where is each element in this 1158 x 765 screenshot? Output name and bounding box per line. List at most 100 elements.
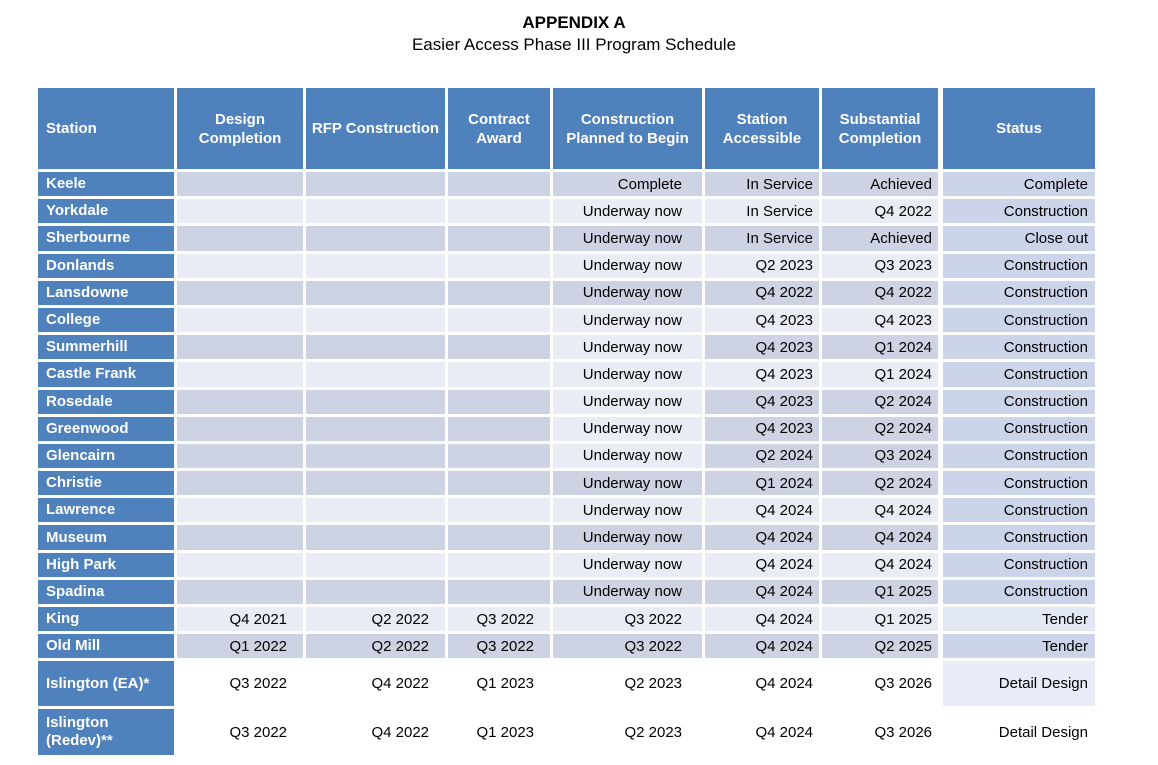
cell-contract	[448, 498, 550, 523]
station-name-cell: Keele	[38, 172, 174, 197]
cell-contract: Q3 2022	[448, 607, 550, 632]
cell-accessible: Q4 2022	[705, 280, 819, 305]
table-row: Islington (EA)* Q3 2022 Q4 2022 Q1 2023 Q2 2…	[38, 661, 1100, 707]
cell-status: Construction	[943, 280, 1095, 305]
cell-substantial: Q2 2025	[822, 634, 938, 659]
cell-planned: Underway now	[553, 280, 702, 305]
column-header-construction-planned: Construction Planned to Begin	[553, 88, 702, 169]
cell-status: Construction	[943, 579, 1095, 604]
title-block: APPENDIX A Easier Access Phase III Progr…	[0, 12, 1148, 56]
cell-contract	[448, 471, 550, 496]
cell-rfp: Q4 2022	[306, 661, 445, 707]
station-name-cell: Christie	[38, 471, 174, 496]
cell-substantial: Q4 2024	[822, 525, 938, 550]
cell-contract	[448, 443, 550, 469]
cell-rfp	[306, 199, 445, 224]
column-header-station: Station	[38, 88, 174, 169]
cell-contract	[448, 253, 550, 278]
cell-planned: Underway now	[553, 552, 702, 577]
cell-rfp	[306, 552, 445, 577]
cell-design: Q3 2022	[177, 709, 303, 756]
cell-planned: Q2 2023	[553, 661, 702, 707]
cell-contract	[448, 416, 550, 441]
cell-accessible: Q4 2024	[705, 579, 819, 604]
cell-status: Tender	[943, 634, 1095, 659]
cell-substantial: Q3 2024	[822, 443, 938, 469]
cell-substantial: Q3 2026	[822, 661, 938, 707]
cell-substantial: Q3 2026	[822, 709, 938, 756]
cell-accessible: Q4 2024	[705, 498, 819, 523]
station-name-cell: High Park	[38, 552, 174, 577]
cell-substantial: Q4 2024	[822, 552, 938, 577]
station-name-cell: Islington (Redev)**	[38, 709, 174, 756]
cell-status: Construction	[943, 389, 1095, 414]
cell-substantial: Q1 2024	[822, 362, 938, 387]
cell-design	[177, 498, 303, 523]
cell-contract	[448, 172, 550, 197]
station-name-cell: Glencairn	[38, 443, 174, 469]
cell-accessible: Q4 2024	[705, 634, 819, 659]
cell-rfp	[306, 307, 445, 333]
cell-rfp	[306, 471, 445, 496]
cell-substantial: Q2 2024	[822, 389, 938, 414]
cell-accessible: Q4 2023	[705, 389, 819, 414]
cell-accessible: In Service	[705, 226, 819, 251]
cell-substantial: Q1 2025	[822, 579, 938, 604]
cell-contract	[448, 579, 550, 604]
cell-rfp: Q2 2022	[306, 634, 445, 659]
cell-substantial: Q1 2025	[822, 607, 938, 632]
cell-contract	[448, 389, 550, 414]
station-name-cell: Summerhill	[38, 335, 174, 360]
cell-accessible: Q4 2024	[705, 661, 819, 707]
cell-design	[177, 199, 303, 224]
cell-rfp	[306, 362, 445, 387]
cell-substantial: Q2 2024	[822, 471, 938, 496]
table-row: High Park Underway now Q4 2024 Q4 2024 Const…	[38, 552, 1100, 577]
station-name-cell: College	[38, 307, 174, 333]
station-name-cell: Yorkdale	[38, 199, 174, 224]
cell-contract: Q3 2022	[448, 634, 550, 659]
cell-status: Tender	[943, 607, 1095, 632]
cell-planned: Underway now	[553, 525, 702, 550]
cell-contract: Q1 2023	[448, 709, 550, 756]
cell-planned: Underway now	[553, 579, 702, 604]
table-row: Spadina Underway now Q4 2024 Q1 2025 Constru…	[38, 579, 1100, 604]
cell-accessible: Q1 2024	[705, 471, 819, 496]
cell-status: Construction	[943, 416, 1095, 441]
cell-design	[177, 389, 303, 414]
cell-rfp	[306, 172, 445, 197]
cell-status: Construction	[943, 335, 1095, 360]
cell-status: Construction	[943, 307, 1095, 333]
cell-contract	[448, 362, 550, 387]
cell-contract	[448, 307, 550, 333]
cell-design: Q3 2022	[177, 661, 303, 707]
column-header-design-completion: Design Completion	[177, 88, 303, 169]
cell-planned: Q2 2023	[553, 709, 702, 756]
cell-status: Detail Design	[943, 661, 1095, 707]
station-name-cell: Museum	[38, 525, 174, 550]
cell-planned: Underway now	[553, 416, 702, 441]
cell-design: Q1 2022	[177, 634, 303, 659]
station-name-cell: Castle Frank	[38, 362, 174, 387]
table-header-row: Station Design Completion RFP Constructi…	[38, 88, 1100, 169]
cell-status: Construction	[943, 362, 1095, 387]
cell-rfp	[306, 280, 445, 305]
cell-rfp: Q2 2022	[306, 607, 445, 632]
cell-accessible: Q4 2024	[705, 709, 819, 756]
cell-contract	[448, 280, 550, 305]
cell-contract	[448, 226, 550, 251]
table-row: Glencairn Underway now Q2 2024 Q3 2024 Const…	[38, 443, 1100, 469]
table-row: Museum Underway now Q4 2024 Q4 2024 Construc…	[38, 525, 1100, 550]
schedule-table: Station Design Completion RFP Constructi…	[38, 88, 1100, 758]
station-name-cell: Greenwood	[38, 416, 174, 441]
column-header-substantial-completion: Substantial Completion	[822, 88, 938, 169]
cell-substantial: Q2 2024	[822, 416, 938, 441]
table-row: Summerhill Underway now Q4 2023 Q1 2024 Cons…	[38, 335, 1100, 360]
cell-contract	[448, 552, 550, 577]
column-header-rfp-construction: RFP Construction	[306, 88, 445, 169]
table-row: Islington (Redev)** Q3 2022 Q4 2022 Q1 2023…	[38, 709, 1100, 756]
station-name-cell: Lawrence	[38, 498, 174, 523]
cell-substantial: Q4 2022	[822, 280, 938, 305]
station-name-cell: Old Mill	[38, 634, 174, 659]
table-row: Lansdowne Underway now Q4 2022 Q4 2022 Const…	[38, 280, 1100, 305]
